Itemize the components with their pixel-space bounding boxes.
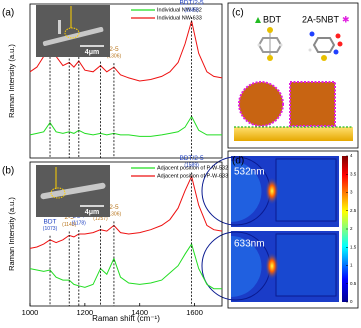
colorbar <box>342 156 348 302</box>
inset-b: 4μm <box>36 165 110 217</box>
panel-c: (c) BDT 2A-5NBT <box>227 2 359 149</box>
legend-label: Adjacent position of P-W-532 <box>157 165 228 171</box>
peak-label: (1306) <box>107 53 122 59</box>
scale-label: 4μm <box>85 209 99 216</box>
spectrum-line <box>29 242 222 290</box>
legend-marker <box>255 17 261 23</box>
peak-label: (1589) <box>184 163 199 169</box>
scale-label: 4μm <box>85 49 99 56</box>
peak-name: BDT <box>44 218 57 225</box>
colorbar-tick-label: 3.5 <box>350 171 357 176</box>
peak-label: (1178) <box>72 220 86 226</box>
field-map <box>201 231 339 302</box>
legend-label: BDT <box>263 14 282 24</box>
colorbar-tick-label: 1.5 <box>350 244 357 249</box>
x-axis-label: Raman shift (cm⁻¹) <box>92 314 160 323</box>
colorbar-tick-label: 0.5 <box>350 281 357 286</box>
plot-frame <box>29 3 223 159</box>
panel-label: (c) <box>232 8 244 19</box>
peak-name: 2-5 <box>109 204 119 211</box>
y-axis-label: Raman Intensity (a.u.) <box>7 197 16 271</box>
x-tick-label: 1000 <box>22 308 39 317</box>
peak-name: BDT/2-5 <box>179 0 204 7</box>
panel-label: (a) <box>2 8 14 19</box>
panel-label: (b) <box>2 166 14 177</box>
field-map <box>201 156 339 227</box>
peak-name: 2-5 <box>109 46 119 53</box>
legend-label: 2A-5NBT <box>302 14 340 24</box>
x-tick-label: 1600 <box>186 308 203 317</box>
peak-label: (1143) <box>62 222 76 228</box>
colorbar-tick-label: 2 <box>350 226 353 231</box>
molecule-bdt <box>257 27 283 61</box>
x-tick-label: 1200 <box>77 308 94 317</box>
peak-name: 2-5 <box>65 214 75 221</box>
colorbar-tick-label: 1 <box>350 263 353 268</box>
image-label: 532nm <box>234 167 265 178</box>
legend-star: ✱ <box>342 14 350 24</box>
colorbar-tick-label: 3 <box>350 190 353 195</box>
panel-d: (d) 532nm 633nm <box>201 150 359 309</box>
panel-label: (d) <box>232 156 244 167</box>
y-axis-label: Raman Intensity (a.u.) <box>7 44 16 118</box>
plot-frame <box>29 161 223 307</box>
peak-name: BDT/2-5 <box>179 155 204 162</box>
colorbar-tick-label: 2.5 <box>350 208 357 213</box>
colorbar-tick-label: 4 <box>350 153 353 158</box>
peak-label: (1073) <box>43 226 58 232</box>
peak-label: (1589) <box>184 7 199 13</box>
colorbar-tick-label: 0 <box>350 299 353 304</box>
peak-label: (1306) <box>107 212 122 218</box>
legend-label: Individual NW-633 <box>157 15 202 21</box>
legend-label: Individual NW-532 <box>157 7 202 13</box>
molecule-2a5nbt <box>308 31 343 61</box>
spectrum-line <box>29 115 222 137</box>
x-tick-label: 1400 <box>131 308 148 317</box>
legend-label: Adjacent position of P-W-633 <box>157 173 228 179</box>
peak-label: (1257) <box>93 216 108 222</box>
inset-a: 4μm <box>36 5 110 57</box>
image-label: 633nm <box>234 239 265 250</box>
